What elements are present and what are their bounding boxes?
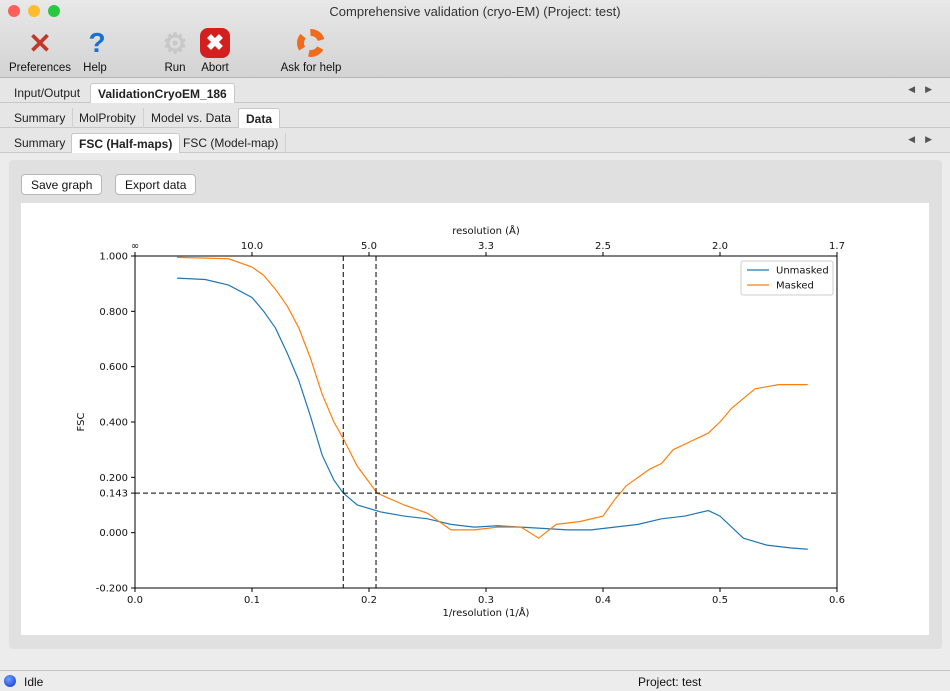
top-tick-label: 5.0 [361,241,377,252]
tab-input-output[interactable]: Input/Output [14,86,81,100]
zoom-window-button[interactable] [48,5,60,17]
abort-button[interactable]: ✖ Abort [197,26,233,74]
tab-molprobity[interactable]: MolProbity [72,108,144,128]
title-bar: Comprehensive validation (cryo-EM) (Proj… [0,0,950,78]
top-tick-label: 3.3 [478,241,494,252]
tab-validation[interactable]: ValidationCryoEM_186 [90,83,235,103]
ask-for-help-button[interactable]: Ask for help [278,26,344,74]
top-tick-label: 2.0 [712,241,728,252]
top-axis-label: resolution (Å) [452,224,520,237]
fsc-chart: 0.0 0.1 0.2 0.3 0.4 0.5 0.6 -0.200 0.000 0.143 0.2… [21,203,929,635]
question-icon: ? [88,27,106,58]
legend-label: Masked [776,281,814,292]
preferences-label: Preferences [8,62,71,74]
plot-frame [134,255,838,589]
series-line-unmasked [177,277,808,550]
help-button[interactable]: ? Help [80,26,110,74]
save-graph-button[interactable]: Save graph [21,174,103,195]
x-tick-label: 0.0 [127,595,143,606]
y-tick-label: 0.400 [99,418,128,429]
tab-data[interactable]: Data [238,108,281,128]
main-tabs: Input/Output ValidationCryoEM_186 ◀▶ [0,78,950,103]
tools-icon: ✕ [28,27,52,59]
series-line-masked [177,256,808,539]
tab-scroll-arrows[interactable]: ◀▶ [908,134,942,144]
preferences-button[interactable]: ✕ Preferences [8,26,72,75]
lifebuoy-icon [294,26,328,60]
window-title: Comprehensive validation (cryo-EM) (Proj… [329,4,621,19]
stop-icon: ✖ [198,26,232,60]
ask-for-help-label: Ask for help [280,62,342,74]
project-label: Project: test [638,675,702,689]
tab-scroll-arrows[interactable]: ◀▶ [908,84,942,94]
abort-label: Abort [201,62,229,74]
run-button[interactable]: ⚙ Run [158,26,192,75]
y-tick-label: 0.143 [99,489,128,500]
status-bar: Idle Project: test [0,670,950,691]
section-tabs: Summary MolProbity Model vs. Data Data [0,103,950,128]
status-text: Idle [24,675,44,689]
status-indicator-icon [4,675,16,687]
y-tick-label: 0.200 [99,473,128,484]
top-tick-label: 2.5 [595,241,611,252]
x-tick-label: 0.3 [478,595,494,606]
top-tick-label: ∞ [131,241,139,252]
y-tick-label: 0.800 [99,307,128,318]
export-data-button[interactable]: Export data [115,174,197,195]
y-tick-label: -0.200 [96,584,128,595]
tab-fsc-half-maps[interactable]: FSC (Half-maps) [71,133,181,153]
x-tick-label: 0.2 [361,595,377,606]
tab-data-summary[interactable]: Summary [7,133,74,153]
tab-fsc-model-map[interactable]: FSC (Model-map) [176,133,287,153]
y-tick-label: 1.000 [99,252,128,263]
top-tick-label: 1.7 [829,241,845,252]
help-label: Help [83,62,107,74]
run-label: Run [164,62,186,74]
y-tick-label: 0.000 [99,528,128,539]
tab-model-vs-data[interactable]: Model vs. Data [144,108,240,128]
x-axis-label: 1/resolution (1/Å) [443,606,530,619]
gear-icon: ⚙ [162,27,188,59]
x-tick-label: 0.6 [829,595,845,606]
top-tick-label: 10.0 [241,241,263,252]
tab-summary[interactable]: Summary [7,108,74,128]
close-window-button[interactable] [8,5,20,17]
y-tick-label: 0.600 [99,362,128,373]
y-axis-label: FSC [76,413,87,432]
data-tabs: Summary FSC (Half-maps) FSC (Model-map) … [0,128,950,153]
x-tick-label: 0.4 [595,595,611,606]
x-tick-label: 0.1 [244,595,260,606]
fsc-plot: 0.0 0.1 0.2 0.3 0.4 0.5 0.6 -0.200 0.000 0.143 0.2… [76,224,845,619]
legend-label: Unmasked [776,266,829,277]
minimize-window-button[interactable] [28,5,40,17]
x-tick-label: 0.5 [712,595,728,606]
